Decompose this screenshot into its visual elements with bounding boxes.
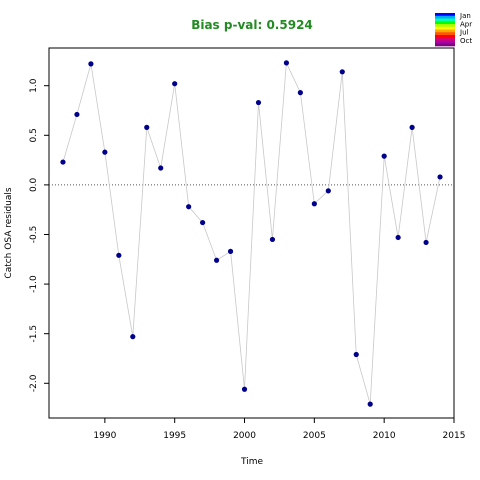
- legend-color-swatch: [435, 24, 455, 28]
- y-tick-label: 1.0: [29, 78, 39, 93]
- data-point: [325, 188, 331, 194]
- legend-color-swatch: [435, 13, 455, 17]
- data-point: [172, 81, 178, 87]
- legend-color-swatch: [435, 21, 455, 25]
- data-point: [297, 90, 303, 96]
- points-layer: [60, 60, 443, 407]
- legend-month-label: Apr: [460, 20, 472, 28]
- x-tick-label: 2010: [373, 431, 396, 441]
- data-point: [269, 236, 276, 243]
- data-point: [367, 401, 373, 407]
- x-axis: 1990 1995 2000 2005 2010 2015: [93, 418, 465, 441]
- legend-color-swatch: [435, 29, 455, 33]
- x-axis-label: Time: [240, 457, 263, 467]
- legend-month-label: Oct: [460, 37, 472, 45]
- data-point: [200, 219, 206, 226]
- data-point: [409, 124, 415, 130]
- data-point: [158, 165, 164, 171]
- chart-title: Bias p-val: 0.5924: [191, 18, 313, 32]
- data-point: [60, 159, 66, 165]
- data-point: [381, 153, 387, 159]
- x-tick-label: 1995: [163, 431, 186, 441]
- legend-color-swatch: [435, 18, 455, 22]
- connecting-line-layer: [62, 61, 441, 405]
- legend-color-swatch: [435, 15, 455, 19]
- y-axis-label: Catch OSA residuals: [4, 187, 14, 278]
- y-tick-label: -0.5: [29, 226, 39, 244]
- data-point: [102, 149, 108, 155]
- data-point: [311, 201, 317, 207]
- data-point: [353, 351, 359, 358]
- legend-color-swatch: [435, 37, 455, 41]
- legend-month-label: Jul: [459, 29, 469, 37]
- y-axis: -2.0 -1.5 -1.0 -0.5 0.0 0.5 1.0: [29, 78, 49, 392]
- data-point: [186, 204, 192, 210]
- data-point: [437, 174, 443, 180]
- legend-color-swatch: [435, 26, 455, 30]
- y-tick-label: 0.0: [29, 177, 39, 192]
- x-tick-label: 2005: [303, 431, 326, 441]
- series-line: [62, 61, 441, 405]
- data-point: [213, 257, 220, 263]
- y-tick-label: -1.5: [29, 325, 39, 343]
- x-tick-label: 2015: [443, 431, 466, 441]
- data-point: [144, 124, 150, 130]
- legend-color-swatch: [435, 35, 455, 39]
- legend-color-swatch: [435, 32, 455, 36]
- y-tick-label: -1.0: [29, 275, 39, 293]
- plot-frame: [48, 47, 455, 419]
- data-point: [227, 248, 234, 254]
- data-point: [116, 252, 122, 258]
- legend-color-swatch: [435, 43, 455, 47]
- data-point: [283, 60, 290, 66]
- x-tick-label: 1990: [93, 431, 116, 441]
- legend-color-swatch: [435, 40, 455, 44]
- data-point: [395, 234, 401, 241]
- data-point: [130, 334, 136, 340]
- y-tick-label: 0.5: [29, 128, 39, 142]
- data-point: [255, 99, 262, 106]
- data-point: [241, 386, 248, 392]
- data-point: [423, 239, 429, 246]
- data-point: [339, 69, 345, 75]
- legend-month-label: Jan: [459, 12, 471, 20]
- data-point: [88, 61, 94, 67]
- data-point: [74, 111, 80, 118]
- x-tick-label: 2000: [233, 431, 256, 441]
- y-tick-label: -2.0: [29, 374, 39, 392]
